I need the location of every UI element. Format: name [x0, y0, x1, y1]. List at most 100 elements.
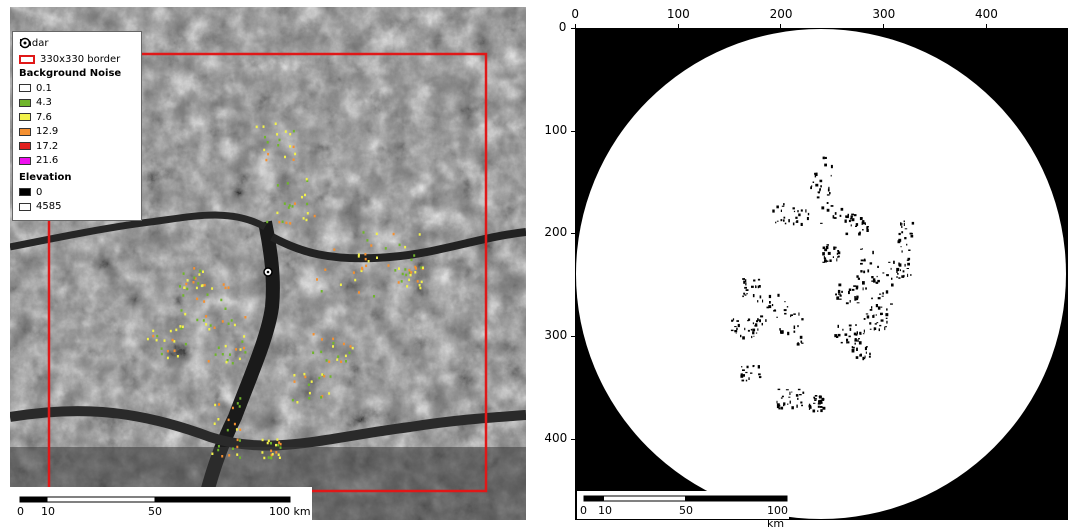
noise-pixel — [277, 443, 280, 447]
noise-pixel — [384, 247, 387, 250]
noise-class-label: 12.9 — [36, 126, 59, 137]
clutter-pixel — [871, 306, 873, 309]
noise-pixel — [163, 339, 166, 342]
clutter-pixel — [849, 327, 852, 331]
clutter-pixel — [901, 250, 903, 253]
clutter-pixel — [758, 376, 762, 378]
noise-pixel — [224, 307, 227, 310]
clutter-pixel — [776, 205, 779, 209]
clutter-pixel — [854, 338, 857, 341]
clutter-pixel — [874, 323, 877, 325]
clutter-pixel — [901, 223, 903, 225]
clutter-pixel — [834, 334, 838, 338]
clutter-pixel — [876, 322, 879, 324]
noise-pixel — [283, 202, 286, 205]
clutter-pixel — [809, 406, 812, 409]
noise-pixel — [320, 350, 323, 354]
clutter-pixel — [747, 329, 750, 332]
noise-pixel — [236, 438, 239, 442]
noise-pixel — [221, 320, 224, 323]
clutter-pixel — [850, 224, 852, 227]
noise-pixel — [231, 362, 234, 365]
radar-mask-image — [575, 28, 1068, 520]
clutter-pixel — [837, 255, 840, 258]
clutter-pixel — [882, 272, 885, 274]
clutter-pixel — [834, 212, 837, 215]
noise-pixel — [239, 348, 242, 351]
clutter-pixel — [871, 276, 874, 279]
clutter-pixel — [815, 183, 819, 187]
clutter-pixel — [757, 328, 759, 331]
clutter-pixel — [790, 314, 793, 316]
clutter-pixel — [793, 313, 796, 315]
x-tick-label: 400 — [975, 7, 998, 21]
clutter-pixel — [731, 319, 734, 322]
clutter-pixel — [742, 374, 745, 377]
noise-pixel — [320, 396, 323, 399]
clutter-pixel — [866, 226, 869, 228]
noise-pixel — [192, 281, 195, 284]
noise-pixel — [306, 179, 309, 182]
clutter-pixel — [800, 209, 803, 212]
noise-pixel — [266, 141, 269, 144]
clutter-pixel — [819, 189, 821, 192]
clutter-pixel — [897, 273, 899, 275]
clutter-pixel — [880, 312, 883, 315]
clutter-pixel — [746, 365, 749, 369]
noise-pixel — [236, 453, 239, 456]
radar-marker — [263, 267, 273, 277]
clutter-pixel — [864, 346, 867, 351]
noise-pixel — [287, 206, 290, 209]
clutter-pixel — [904, 228, 908, 230]
clutter-pixel — [744, 327, 746, 331]
clutter-pixel — [902, 270, 905, 273]
clutter-pixel — [849, 218, 851, 220]
clutter-pixel — [880, 319, 884, 322]
clutter-pixel — [799, 394, 802, 396]
noise-pixel — [329, 375, 332, 378]
clutter-pixel — [785, 389, 789, 391]
clutter-pixel — [776, 403, 780, 406]
clutter-pixel — [860, 248, 862, 250]
clutter-pixel — [849, 300, 851, 303]
noise-pixel — [321, 373, 324, 376]
clutter-pixel — [898, 263, 902, 267]
clutter-pixel — [852, 346, 855, 349]
clutter-pixel — [795, 221, 798, 223]
noise-pixel — [366, 239, 369, 242]
clutter-pixel — [869, 322, 872, 325]
legend-radar: Radar — [19, 37, 48, 49]
clutter-pixel — [836, 258, 838, 262]
legend-elevation-heading: Elevation — [19, 172, 72, 183]
y-tick-mark — [571, 130, 575, 132]
noise-pixel — [211, 452, 214, 455]
clutter-pixel — [847, 341, 850, 344]
noise-pixel — [224, 344, 227, 348]
elevation-map-panel: Radar 330x330 border Background Noise 0.… — [10, 7, 526, 520]
clutter-pixel — [890, 267, 892, 270]
noise-pixel — [179, 325, 182, 328]
noise-pixel — [344, 354, 347, 358]
noise-pixel — [325, 359, 328, 362]
clutter-pixel — [819, 179, 823, 183]
clutter-pixel — [911, 221, 915, 225]
noise-class-label: 0.1 — [36, 82, 52, 94]
noise-pixel — [291, 398, 294, 402]
noise-pixel — [333, 248, 336, 251]
noise-pixel — [183, 286, 186, 289]
clutter-pixel — [826, 260, 829, 262]
clutter-pixel — [856, 295, 859, 298]
noise-pixel — [270, 442, 272, 445]
clutter-pixel — [858, 338, 860, 340]
clutter-pixel — [867, 269, 870, 273]
noise-pixel — [214, 353, 217, 356]
noise-pixel — [307, 383, 310, 386]
clutter-pixel — [903, 222, 905, 226]
clutter-pixel — [855, 333, 858, 336]
clutter-pixel — [864, 355, 866, 359]
noise-pixel — [196, 297, 199, 301]
noise-pixel — [365, 264, 368, 268]
clutter-pixel — [837, 250, 840, 252]
clutter-pixel — [906, 259, 910, 261]
noise-class-swatch — [19, 84, 31, 92]
